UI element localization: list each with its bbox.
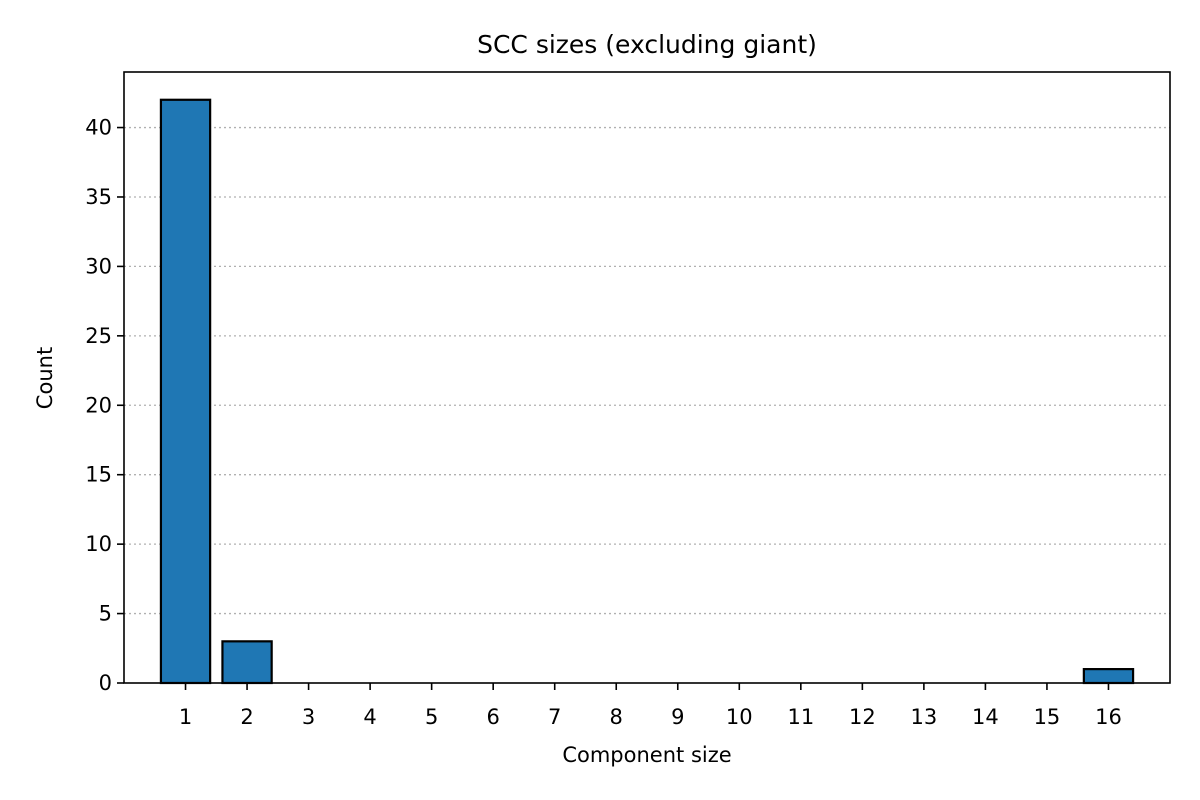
x-tick-label: 3 <box>302 705 315 729</box>
y-tick-label: 0 <box>99 671 112 695</box>
x-tick-label: 2 <box>240 705 253 729</box>
y-tick-label: 35 <box>85 185 112 209</box>
x-axis: 1 2 3 4 5 6 7 8 9 10 11 12 13 14 15 16 <box>179 683 1122 729</box>
x-tick-label: 1 <box>179 705 192 729</box>
y-axis: 0 5 10 15 20 25 30 35 40 <box>85 116 124 695</box>
x-tick-label: 9 <box>671 705 684 729</box>
bar-size-16 <box>1082 668 1135 685</box>
y-tick-label: 10 <box>85 532 112 556</box>
x-axis-label: Component size <box>562 743 731 767</box>
bar-size-1 <box>159 98 212 685</box>
bars-layer <box>159 98 1135 685</box>
x-tick-label: 14 <box>972 705 999 729</box>
plot-frame <box>123 71 1171 684</box>
x-tick-label: 15 <box>1034 705 1061 729</box>
y-tick-label: 20 <box>85 393 112 417</box>
x-tick-label: 11 <box>787 705 814 729</box>
x-tick-label: 8 <box>610 705 623 729</box>
x-tick-label: 7 <box>548 705 561 729</box>
y-axis-label: Count <box>33 347 57 409</box>
x-tick-label: 10 <box>726 705 753 729</box>
y-tick-label: 15 <box>85 463 112 487</box>
x-tick-label: 16 <box>1095 705 1122 729</box>
chart-title: SCC sizes (excluding giant) <box>477 30 817 59</box>
x-tick-label: 13 <box>911 705 938 729</box>
x-tick-label: 6 <box>486 705 499 729</box>
y-tick-label: 40 <box>85 116 112 140</box>
y-tick-label: 30 <box>85 254 112 278</box>
x-tick-label: 5 <box>425 705 438 729</box>
grid-layer <box>124 126 1170 615</box>
y-tick-label: 25 <box>85 324 112 348</box>
x-tick-label: 12 <box>849 705 876 729</box>
bar-size-2 <box>221 640 273 685</box>
x-tick-label: 4 <box>363 705 376 729</box>
y-tick-label: 5 <box>99 602 112 626</box>
